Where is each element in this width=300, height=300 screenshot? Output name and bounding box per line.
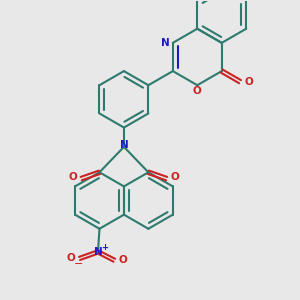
Text: N: N <box>161 38 170 48</box>
Text: O: O <box>193 86 202 96</box>
Text: O: O <box>171 172 179 182</box>
Text: O: O <box>67 253 76 263</box>
Text: −: − <box>74 260 83 269</box>
Text: O: O <box>244 77 253 87</box>
Text: +: + <box>101 243 108 252</box>
Text: N: N <box>94 247 103 257</box>
Text: O: O <box>68 172 77 182</box>
Text: N: N <box>120 140 128 150</box>
Text: O: O <box>118 255 127 265</box>
